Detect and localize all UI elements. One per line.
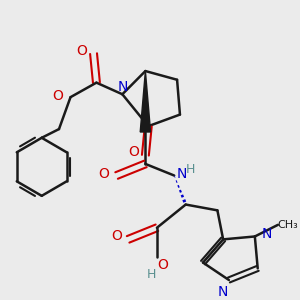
- Polygon shape: [140, 71, 151, 132]
- Text: H: H: [185, 163, 195, 176]
- Text: N: N: [218, 285, 228, 298]
- Text: N: N: [176, 167, 187, 181]
- Text: O: O: [111, 230, 122, 244]
- Text: O: O: [157, 259, 168, 272]
- Text: N: N: [261, 226, 272, 241]
- Text: O: O: [76, 44, 88, 58]
- Text: H: H: [146, 268, 156, 281]
- Text: N: N: [117, 80, 128, 94]
- Text: O: O: [128, 145, 139, 159]
- Text: O: O: [98, 167, 109, 181]
- Text: O: O: [52, 89, 63, 103]
- Text: CH₃: CH₃: [278, 220, 298, 230]
